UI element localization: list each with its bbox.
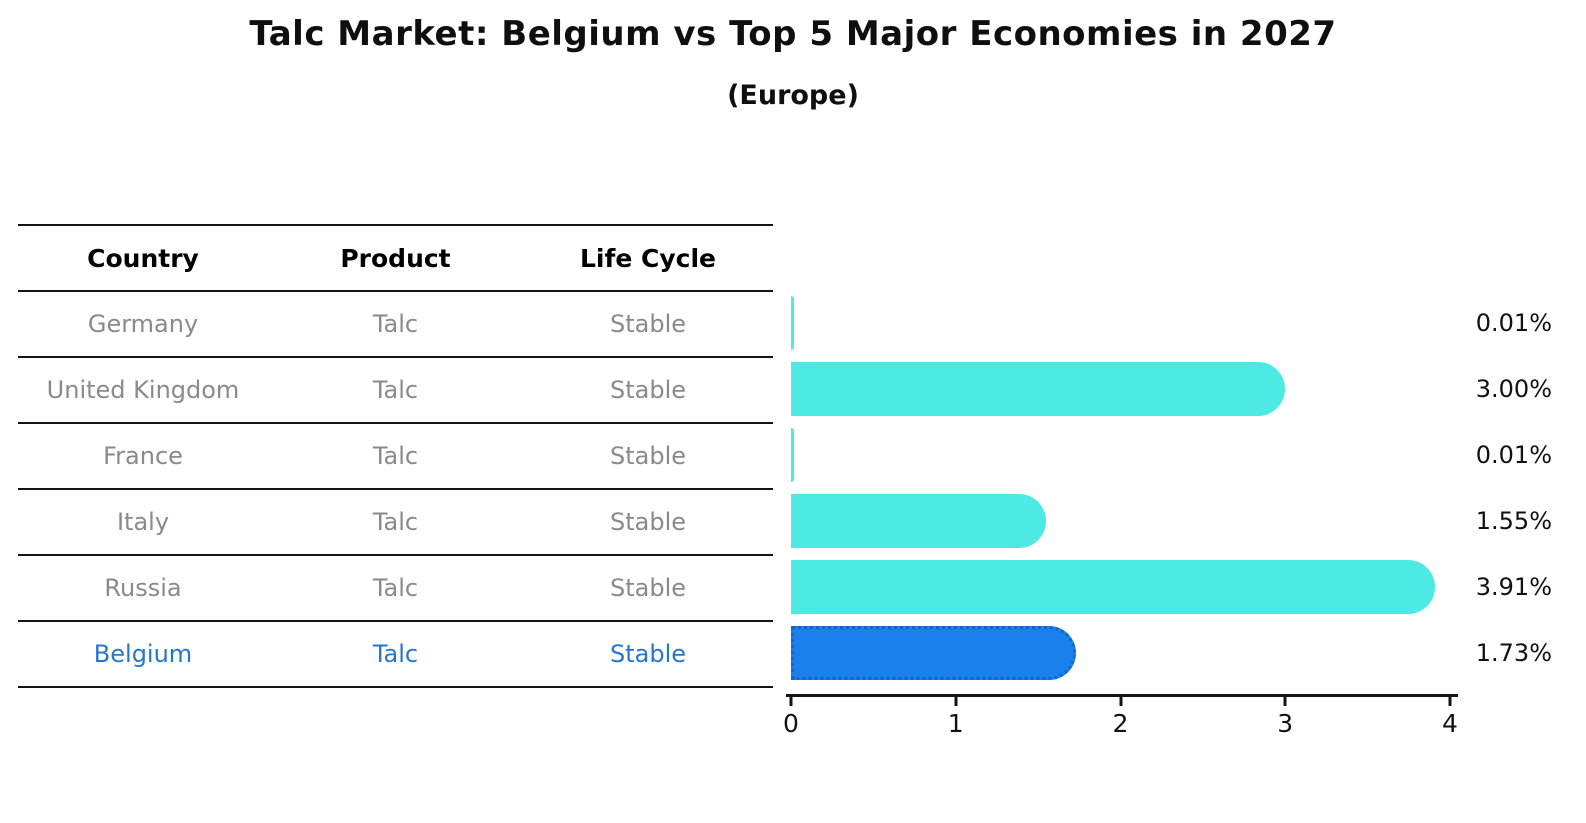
bar-row-russia <box>791 554 1450 620</box>
bar-row-france <box>791 422 1450 488</box>
bar-united-kingdom <box>791 362 1286 416</box>
bar-france <box>791 428 794 482</box>
product-cell: Talc <box>372 508 419 536</box>
x-tick-label: 4 <box>1442 709 1458 738</box>
bar-row-belgium <box>791 620 1450 686</box>
country-cell: Italy <box>116 508 170 536</box>
life-cycle-cell: Stable <box>609 640 687 668</box>
x-tick-mark <box>1448 697 1452 706</box>
table-row-russia: Russia Talc Stable <box>18 556 773 622</box>
table-row-italy: Italy Talc Stable <box>18 490 773 556</box>
life-cycle-cell: Stable <box>609 442 687 470</box>
value-label-italy: 1.55% <box>1475 507 1552 535</box>
country-cell: Belgium <box>93 640 193 668</box>
value-label-belgium: 1.73% <box>1475 639 1552 667</box>
value-label-column: 0.01% 3.00% 0.01% 1.55% 3.91% 1.73% <box>1452 290 1552 686</box>
bar-belgium <box>791 626 1077 680</box>
product-cell: Talc <box>372 310 419 338</box>
country-cell: Russia <box>104 574 182 602</box>
life-cycle-cell: Stable <box>609 310 687 338</box>
x-axis-ticks: 0 1 2 3 4 <box>783 697 1458 738</box>
bar-russia <box>791 560 1436 614</box>
life-cycle-cell: Stable <box>609 508 687 536</box>
country-cell: Germany <box>87 310 199 338</box>
column-header-country: Country <box>87 243 199 273</box>
bar-row-italy <box>791 488 1450 554</box>
bar-italy <box>791 494 1047 548</box>
country-table: Country Product Life Cycle Germany Talc … <box>18 224 773 688</box>
product-cell: Talc <box>372 376 419 404</box>
x-tick-label: 3 <box>1277 709 1294 738</box>
bar-row-germany <box>791 290 1450 356</box>
product-cell: Talc <box>372 640 419 668</box>
bar-plot-area <box>791 290 1450 686</box>
x-tick-mark <box>1283 697 1287 706</box>
table-row-france: France Talc Stable <box>18 424 773 490</box>
x-axis-line <box>786 694 1458 697</box>
column-header-life-cycle: Life Cycle <box>579 243 717 273</box>
product-cell: Talc <box>372 442 419 470</box>
x-tick-mark <box>954 697 958 706</box>
value-label-germany: 0.01% <box>1475 309 1552 337</box>
x-tick-mark <box>1119 697 1122 706</box>
country-cell: France <box>103 442 183 470</box>
value-label-russia: 3.91% <box>1475 573 1552 601</box>
product-cell: Talc <box>372 574 419 602</box>
chart-title: Talc Market: Belgium vs Top 5 Major Econ… <box>249 14 1337 54</box>
life-cycle-cell: Stable <box>609 376 687 404</box>
x-tick-label: 1 <box>947 709 964 738</box>
country-cell: United Kingdom <box>46 376 240 404</box>
table-row-germany: Germany Talc Stable <box>18 292 773 358</box>
x-tick-mark <box>789 697 793 706</box>
column-header-product: Product <box>340 243 451 273</box>
value-label-france: 0.01% <box>1475 441 1552 469</box>
value-label-united-kingdom: 3.00% <box>1475 375 1552 403</box>
table-row-belgium: Belgium Talc Stable <box>18 622 773 688</box>
x-tick-label: 0 <box>783 709 799 738</box>
x-tick-label: 2 <box>1112 709 1129 738</box>
chart-subtitle: (Europe) <box>727 80 859 111</box>
bar-germany <box>791 296 794 350</box>
table-header-row: Country Product Life Cycle <box>18 226 773 292</box>
bar-row-united-kingdom <box>791 356 1450 422</box>
life-cycle-cell: Stable <box>609 574 687 602</box>
table-row-united-kingdom: United Kingdom Talc Stable <box>18 358 773 424</box>
